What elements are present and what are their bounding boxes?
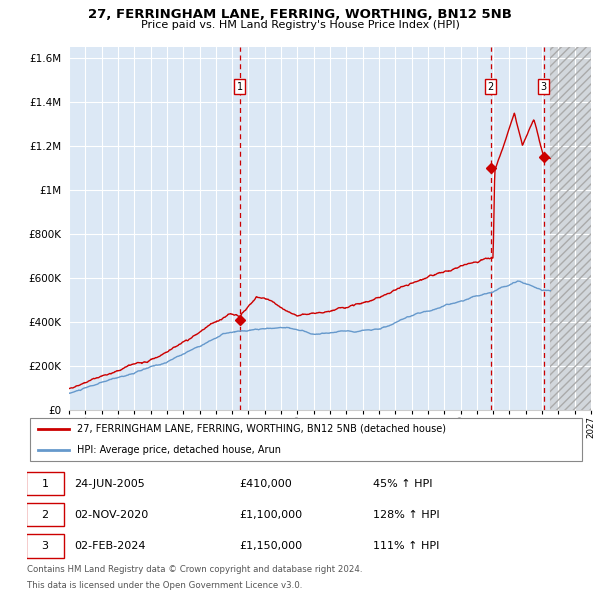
FancyBboxPatch shape bbox=[26, 472, 64, 496]
Text: HPI: Average price, detached house, Arun: HPI: Average price, detached house, Arun bbox=[77, 445, 281, 455]
Bar bbox=[550, 47, 591, 410]
Text: 128% ↑ HPI: 128% ↑ HPI bbox=[373, 510, 440, 520]
FancyBboxPatch shape bbox=[26, 535, 64, 558]
Text: £1,100,000: £1,100,000 bbox=[239, 510, 302, 520]
Text: 45% ↑ HPI: 45% ↑ HPI bbox=[373, 478, 433, 489]
Text: 1: 1 bbox=[41, 478, 49, 489]
FancyBboxPatch shape bbox=[30, 418, 582, 461]
Text: 2: 2 bbox=[487, 82, 494, 92]
Text: 111% ↑ HPI: 111% ↑ HPI bbox=[373, 541, 439, 551]
Text: 3: 3 bbox=[541, 82, 547, 92]
Text: Contains HM Land Registry data © Crown copyright and database right 2024.: Contains HM Land Registry data © Crown c… bbox=[27, 565, 362, 574]
Text: 02-FEB-2024: 02-FEB-2024 bbox=[74, 541, 146, 551]
Text: 27, FERRINGHAM LANE, FERRING, WORTHING, BN12 5NB: 27, FERRINGHAM LANE, FERRING, WORTHING, … bbox=[88, 8, 512, 21]
Text: 27, FERRINGHAM LANE, FERRING, WORTHING, BN12 5NB (detached house): 27, FERRINGHAM LANE, FERRING, WORTHING, … bbox=[77, 424, 446, 434]
Text: £410,000: £410,000 bbox=[239, 478, 292, 489]
Text: 24-JUN-2005: 24-JUN-2005 bbox=[74, 478, 145, 489]
Text: 2: 2 bbox=[41, 510, 49, 520]
Text: 02-NOV-2020: 02-NOV-2020 bbox=[74, 510, 149, 520]
Bar bbox=[550, 47, 591, 410]
Text: Price paid vs. HM Land Registry's House Price Index (HPI): Price paid vs. HM Land Registry's House … bbox=[140, 20, 460, 30]
Text: £1,150,000: £1,150,000 bbox=[239, 541, 302, 551]
Text: 1: 1 bbox=[237, 82, 243, 92]
FancyBboxPatch shape bbox=[26, 503, 64, 526]
Text: This data is licensed under the Open Government Licence v3.0.: This data is licensed under the Open Gov… bbox=[27, 581, 302, 590]
Text: 3: 3 bbox=[41, 541, 49, 551]
